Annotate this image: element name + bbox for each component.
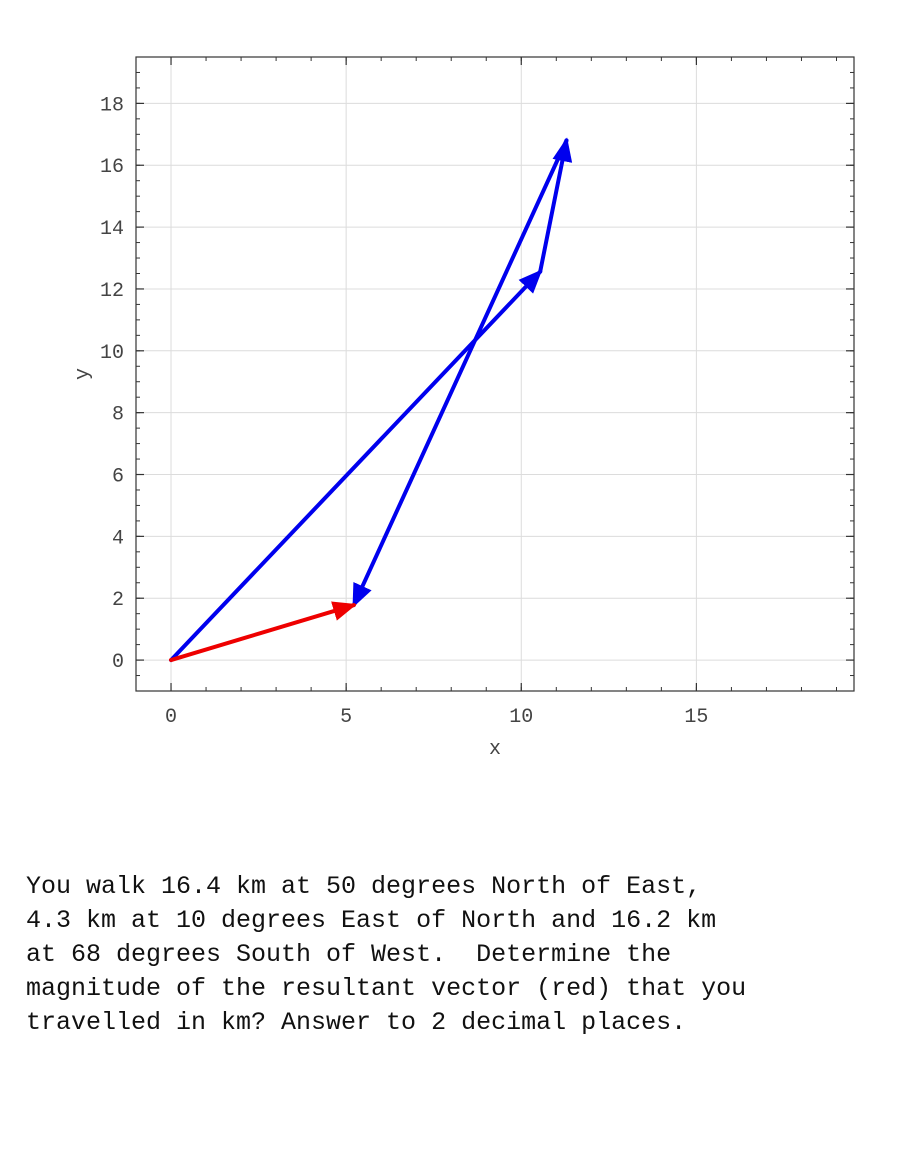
- y-tick-label: 18: [100, 94, 124, 117]
- y-tick-label: 6: [112, 466, 124, 489]
- y-tick-label: 8: [112, 404, 124, 427]
- y-tick-label: 10: [100, 342, 124, 365]
- x-axis-label: x: [489, 738, 501, 761]
- grid-lines: [136, 57, 854, 691]
- y-axis-label: y: [72, 368, 95, 380]
- question-line: You walk 16.4 km at 50 degrees North of …: [26, 872, 702, 901]
- resultant-vector-red: [169, 601, 357, 663]
- x-tick-label: 10: [509, 706, 533, 729]
- question-line: 4.3 km at 10 degrees East of North and 1…: [26, 906, 717, 935]
- vector-chart: 0 5 10 15 0 2 4 6 8 10 12 14 16 18 x y: [72, 56, 855, 761]
- y-tick-label: 14: [100, 218, 124, 241]
- question-text: You walk 16.4 km at 50 degrees North of …: [26, 870, 886, 1040]
- y-tick-label: 16: [100, 156, 124, 179]
- x-tick-labels: 0 5 10 15: [165, 706, 708, 729]
- x-tick-label: 5: [340, 706, 352, 729]
- y-tick-label: 0: [112, 651, 124, 674]
- displacement-vector-blue: [538, 137, 573, 274]
- major-ticks: [136, 57, 854, 691]
- y-tick-label: 2: [112, 589, 124, 612]
- y-tick-label: 4: [112, 527, 124, 550]
- question-line: travelled in km? Answer to 2 decimal pla…: [26, 1008, 687, 1037]
- y-tick-labels: 0 2 4 6 8 10 12 14 16 18: [100, 94, 124, 674]
- x-tick-label: 15: [684, 706, 708, 729]
- question-line: magnitude of the resultant vector (red) …: [26, 974, 747, 1003]
- displacement-vector-blue: [351, 138, 569, 608]
- x-tick-label: 0: [165, 706, 177, 729]
- vectors: [169, 137, 573, 663]
- minor-ticks: [135, 56, 854, 692]
- question-line: at 68 degrees South of West. Determine t…: [26, 940, 672, 969]
- y-tick-label: 12: [100, 280, 124, 303]
- plot-frame: [135, 56, 855, 692]
